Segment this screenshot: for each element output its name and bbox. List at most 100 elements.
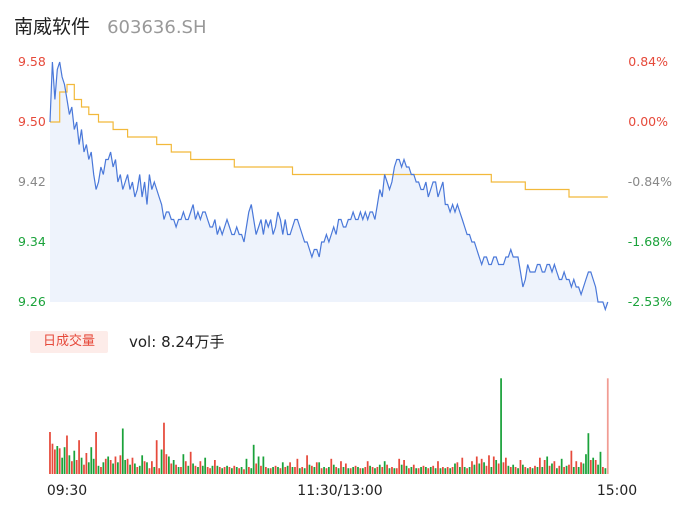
volume-bar xyxy=(451,467,454,474)
volume-bar xyxy=(255,463,258,474)
volume-bar xyxy=(604,468,607,474)
volume-bar xyxy=(505,457,507,474)
volume-bar xyxy=(405,465,408,474)
volume-bar xyxy=(478,463,481,474)
volume-bar xyxy=(378,464,381,474)
volume-bar xyxy=(514,467,517,474)
volume-bar xyxy=(393,468,396,474)
volume-bar xyxy=(342,467,345,474)
volume-bar xyxy=(565,465,568,474)
volume-bar xyxy=(177,467,180,474)
pct-axis-ticks: 0.84% 0.00% -0.84% -1.68% -2.53% xyxy=(628,54,672,309)
volume-bar xyxy=(340,461,342,474)
volume-bar xyxy=(371,467,374,474)
volume-bar xyxy=(136,467,139,474)
volume-bar xyxy=(160,449,163,474)
volume-bar xyxy=(148,468,151,474)
volume-bar xyxy=(594,460,597,474)
pct-tick-label: -1.68% xyxy=(628,234,672,249)
volume-bar xyxy=(92,458,95,474)
volume-bar xyxy=(534,465,536,474)
volume-bar xyxy=(223,467,226,474)
volume-bar xyxy=(517,468,519,474)
volume-bar xyxy=(432,465,435,474)
volume-bar xyxy=(104,458,107,474)
volume-bar xyxy=(235,467,238,474)
volume-bar xyxy=(238,468,241,474)
volume-bar xyxy=(153,467,156,474)
volume-bar xyxy=(114,456,117,474)
volume-bar xyxy=(172,460,175,474)
volume-bar xyxy=(279,468,282,474)
volume-bar xyxy=(201,465,204,474)
volume-bar xyxy=(500,378,502,474)
volume-bar xyxy=(175,464,177,474)
volume-bar xyxy=(129,464,131,474)
stock-code: 603636.SH xyxy=(107,17,207,38)
volume-bar xyxy=(369,465,371,474)
daily-volume-tag[interactable]: 日成交量 xyxy=(30,331,108,353)
volume-bar xyxy=(580,462,582,474)
y-axis-ticks: 9.58 9.50 9.42 9.34 9.26 xyxy=(18,54,46,309)
y-tick-label: 9.58 xyxy=(18,54,46,69)
volume-bar xyxy=(398,458,401,474)
volume-bar xyxy=(71,461,73,474)
volume-bar xyxy=(325,468,328,474)
volume-bar xyxy=(490,467,493,474)
price-area-layer xyxy=(50,62,608,310)
volume-bar xyxy=(328,467,330,474)
volume-bar xyxy=(143,461,146,474)
volume-bar xyxy=(522,464,524,474)
volume-bar xyxy=(415,468,418,474)
volume-bar xyxy=(577,467,580,474)
volume-bar xyxy=(284,467,287,474)
volume-bar xyxy=(437,461,439,474)
volume-bar xyxy=(63,447,66,474)
volume-bar xyxy=(592,457,595,474)
volume-bar xyxy=(556,468,558,474)
volume-bar xyxy=(410,467,413,474)
volume-bar xyxy=(194,465,197,474)
pct-tick-label: -0.84% xyxy=(628,174,672,189)
volume-bar xyxy=(364,467,367,474)
volume-bar xyxy=(286,465,289,474)
volume-bar xyxy=(366,461,369,474)
volume-bar xyxy=(121,428,124,474)
volume-bar xyxy=(267,468,270,474)
volume-bar xyxy=(427,468,430,474)
volume-bar xyxy=(497,463,500,474)
volume-bar xyxy=(61,457,64,474)
volume-bar xyxy=(192,463,194,474)
volume-label: vol: xyxy=(129,333,157,351)
volume-bar xyxy=(332,464,335,474)
volume-bar xyxy=(330,458,333,474)
volume-bar xyxy=(87,462,90,474)
volume-bar xyxy=(78,440,80,474)
volume-bar xyxy=(352,467,355,474)
volume-bar xyxy=(357,467,359,474)
volume-bar xyxy=(383,461,386,474)
volume-bar xyxy=(231,468,233,474)
volume-readout: vol: 8.24万手 xyxy=(129,331,224,353)
volume-bar xyxy=(269,468,272,474)
volume-bar xyxy=(403,460,405,474)
volume-bar xyxy=(124,460,127,474)
volume-bar xyxy=(281,462,284,474)
volume-bar xyxy=(228,467,231,474)
volume-bar xyxy=(131,457,134,474)
volume-bar xyxy=(602,467,604,474)
pct-tick-label: 0.84% xyxy=(628,54,668,69)
volume-bar xyxy=(442,467,444,474)
volume-bar xyxy=(466,468,468,474)
volume-bar xyxy=(296,458,299,474)
volume-bar xyxy=(218,467,221,474)
volume-bars xyxy=(49,378,609,474)
volume-bar xyxy=(475,456,478,474)
volume-bar xyxy=(320,468,323,474)
volume-bar xyxy=(335,467,338,474)
volume-bar xyxy=(199,461,202,474)
price-line xyxy=(49,61,609,312)
volume-bar xyxy=(216,465,219,474)
volume-bar xyxy=(180,467,182,474)
